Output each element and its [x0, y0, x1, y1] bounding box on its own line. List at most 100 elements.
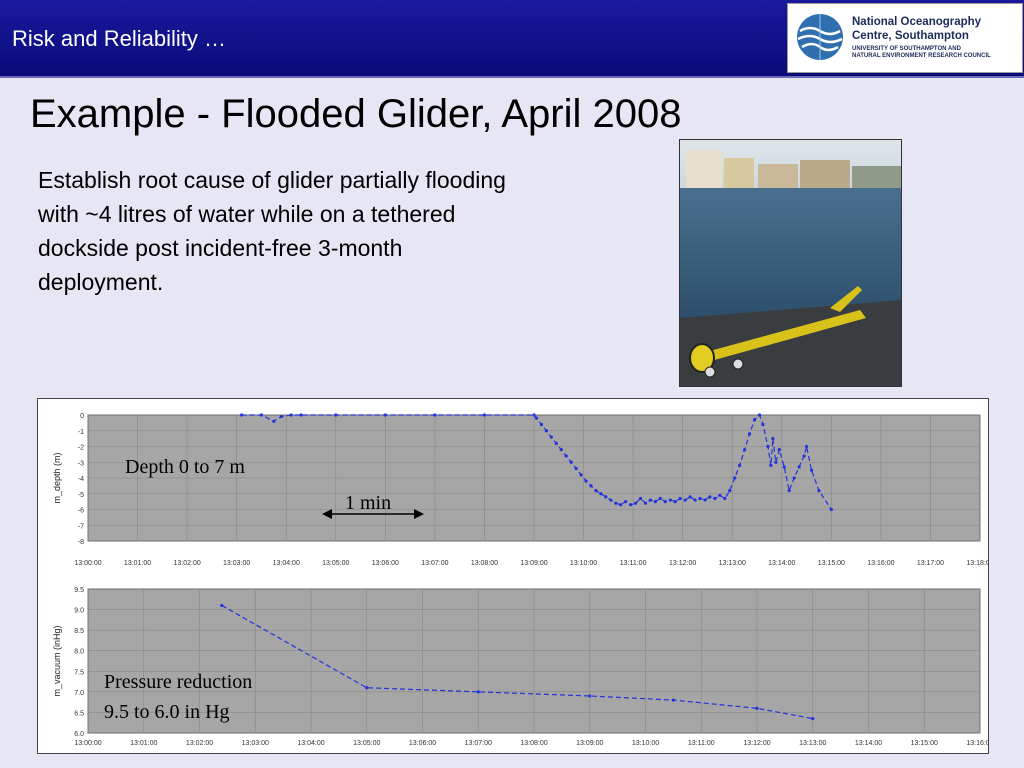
noc-logo: National Oceanography Centre, Southampto… — [787, 3, 1023, 73]
data-point — [554, 441, 558, 445]
x-tick-label: 13:09:00 — [520, 560, 547, 567]
x-tick-label: 13:05:00 — [322, 560, 349, 567]
x-tick-label: 13:08:00 — [471, 560, 498, 567]
data-point — [365, 686, 369, 690]
data-point — [787, 489, 791, 493]
data-point — [693, 498, 697, 502]
x-tick-label: 13:12:00 — [669, 560, 696, 567]
y-tick-label: -6 — [78, 508, 84, 515]
data-point — [761, 422, 765, 427]
data-point — [728, 489, 732, 493]
data-point — [574, 466, 578, 471]
data-point — [584, 479, 588, 483]
data-point — [549, 435, 553, 439]
x-tick-label: 13:08:00 — [520, 740, 547, 747]
x-tick-label: 13:11:00 — [688, 740, 715, 747]
data-point — [289, 413, 293, 417]
data-point — [755, 706, 759, 710]
data-point — [703, 498, 707, 502]
x-tick-label: 13:15:00 — [818, 560, 845, 567]
y-tick-label: -4 — [78, 476, 84, 483]
glider-photo — [679, 139, 902, 387]
data-point — [683, 498, 687, 502]
x-tick-label: 13:06:00 — [409, 740, 436, 747]
y-tick-label: -3 — [78, 460, 84, 467]
y-tick-label: 9.5 — [74, 587, 84, 594]
y-axis-label: m_vacuum (inHg) — [52, 625, 62, 696]
data-point — [599, 492, 603, 496]
x-tick-label: 13:10:00 — [632, 740, 659, 747]
data-point — [752, 418, 757, 422]
data-point — [723, 496, 727, 501]
data-point — [757, 413, 762, 417]
data-point — [279, 414, 283, 419]
x-tick-label: 13:03:00 — [223, 560, 250, 567]
logo-line-2: Centre, Southampton — [852, 30, 969, 42]
header-title: Risk and Reliability … — [12, 26, 226, 51]
data-point — [643, 501, 648, 505]
data-point — [708, 495, 712, 499]
data-point — [771, 437, 775, 441]
data-point — [272, 419, 276, 423]
data-point — [299, 413, 303, 417]
data-point — [579, 473, 583, 477]
x-tick-label: 13:14:00 — [855, 740, 882, 747]
data-point — [334, 413, 338, 417]
y-tick-label: -8 — [78, 539, 84, 546]
data-point — [482, 413, 487, 417]
data-point — [797, 465, 801, 469]
data-point — [766, 444, 770, 449]
x-tick-label: 13:10:00 — [570, 560, 597, 567]
y-tick-label: 9.0 — [74, 608, 84, 615]
x-tick-label: 13:01:00 — [124, 560, 151, 567]
data-point — [638, 496, 643, 501]
data-point — [609, 498, 613, 502]
data-point — [792, 476, 796, 480]
telemetry-plots: 13:00:00 13:01:00 13:02:00 13:03:00 13:04:00… — [52, 413, 994, 747]
data-point — [658, 496, 662, 501]
data-point — [678, 496, 682, 501]
x-tick-label: 13:09:00 — [576, 740, 603, 747]
data-point — [433, 413, 437, 417]
depth-annotation: Depth 0 to 7 m — [125, 456, 245, 478]
data-point — [829, 507, 833, 512]
x-tick-label: 13:04:00 — [273, 560, 300, 567]
x-tick-label: 13:00:00 — [74, 740, 101, 747]
data-point — [673, 500, 677, 504]
logo-line-1: National Oceanography — [852, 16, 982, 28]
x-tick-label: 13:01:00 — [130, 740, 157, 747]
data-point — [668, 498, 672, 502]
time-scale-arrow — [322, 509, 424, 519]
data-point — [569, 460, 573, 464]
x-tick-label: 13:02:00 — [173, 560, 200, 567]
data-point — [532, 413, 536, 417]
data-point — [594, 489, 598, 493]
chart-panel: 13:00:00 13:01:00 13:02:00 13:03:00 13:04:00… — [37, 398, 994, 754]
y-tick-label: 6.5 — [74, 710, 84, 717]
data-point — [653, 500, 658, 504]
x-tick-label: 13:03:00 — [242, 740, 269, 747]
y-tick-label: -2 — [78, 445, 84, 452]
data-point — [383, 413, 387, 417]
y-tick-label: -1 — [78, 429, 84, 436]
data-point — [713, 496, 717, 501]
data-point — [747, 432, 752, 436]
data-point — [802, 454, 806, 458]
data-point — [633, 501, 638, 505]
data-point — [671, 698, 675, 702]
x-tick-label: 13:07:00 — [465, 740, 492, 747]
data-point — [782, 465, 786, 469]
data-point — [718, 493, 722, 497]
x-tick-label: 13:13:00 — [799, 740, 826, 747]
data-point — [259, 413, 264, 417]
data-point — [220, 603, 224, 608]
data-point — [476, 690, 480, 694]
y-tick-label: -7 — [78, 523, 84, 530]
x-tick-label: 13:00:00 — [74, 560, 101, 567]
data-point — [539, 422, 544, 427]
x-tick-label: 13:13:00 — [719, 560, 746, 567]
x-tick-label: 13:17:00 — [917, 560, 944, 567]
x-tick-label: 13:04:00 — [297, 740, 324, 747]
data-point — [733, 476, 737, 480]
data-point — [624, 500, 628, 504]
